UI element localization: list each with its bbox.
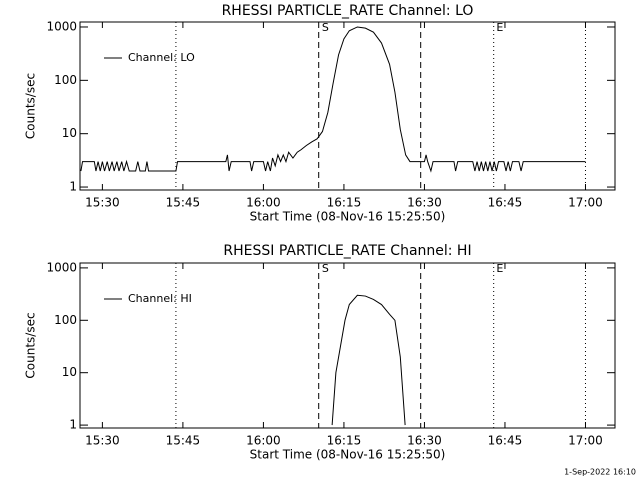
event-label: E xyxy=(496,262,503,275)
x-tick-label: 16:30 xyxy=(407,196,442,210)
x-tick-label: 16:15 xyxy=(327,196,362,210)
x-tick-label: 16:15 xyxy=(327,434,362,448)
x-tick-label: 15:45 xyxy=(166,196,201,210)
x-tick-label: 15:30 xyxy=(85,196,120,210)
chart-title: RHESSI PARTICLE_RATE Channel: HI xyxy=(223,243,471,259)
x-axis-label: Start Time (08-Nov-16 15:25:50) xyxy=(250,210,446,224)
y-tick-label: 1 xyxy=(69,418,77,432)
y-tick-label: 1 xyxy=(69,180,77,194)
legend-label: Channel: LO xyxy=(128,51,195,64)
data-line xyxy=(331,294,406,426)
y-tick-label: 100 xyxy=(54,313,77,327)
event-label: S xyxy=(322,262,329,275)
x-tick-label: 15:30 xyxy=(85,434,120,448)
event-label: E xyxy=(496,21,503,34)
plot-frame xyxy=(79,262,616,429)
x-tick-label: 16:00 xyxy=(246,434,281,448)
x-tick-label: 16:45 xyxy=(488,434,523,448)
plot-frame xyxy=(79,21,616,191)
data-line xyxy=(80,26,586,173)
x-tick-label: 17:00 xyxy=(568,434,603,448)
event-label: S xyxy=(322,21,329,34)
chart-title: RHESSI PARTICLE_RATE Channel: LO xyxy=(222,3,474,19)
x-tick-label: 16:00 xyxy=(246,196,281,210)
x-tick-label: 15:45 xyxy=(166,434,201,448)
footer-date: 1-Sep-2022 16:10 xyxy=(564,468,636,477)
y-tick-label: 10 xyxy=(62,365,77,379)
y-tick-label: 10 xyxy=(62,126,77,140)
x-axis-label: Start Time (08-Nov-16 15:25:50) xyxy=(250,448,446,462)
y-axis-label: Counts/sec xyxy=(24,73,38,139)
legend-label: Channel: HI xyxy=(128,292,192,305)
x-tick-label: 16:30 xyxy=(407,434,442,448)
x-tick-label: 16:45 xyxy=(488,196,523,210)
y-tick-label: 100 xyxy=(54,73,77,87)
y-axis-label: Counts/sec xyxy=(24,312,38,378)
y-tick-label: 1000 xyxy=(46,260,77,274)
x-tick-label: 17:00 xyxy=(568,196,603,210)
y-tick-label: 1000 xyxy=(46,19,77,33)
